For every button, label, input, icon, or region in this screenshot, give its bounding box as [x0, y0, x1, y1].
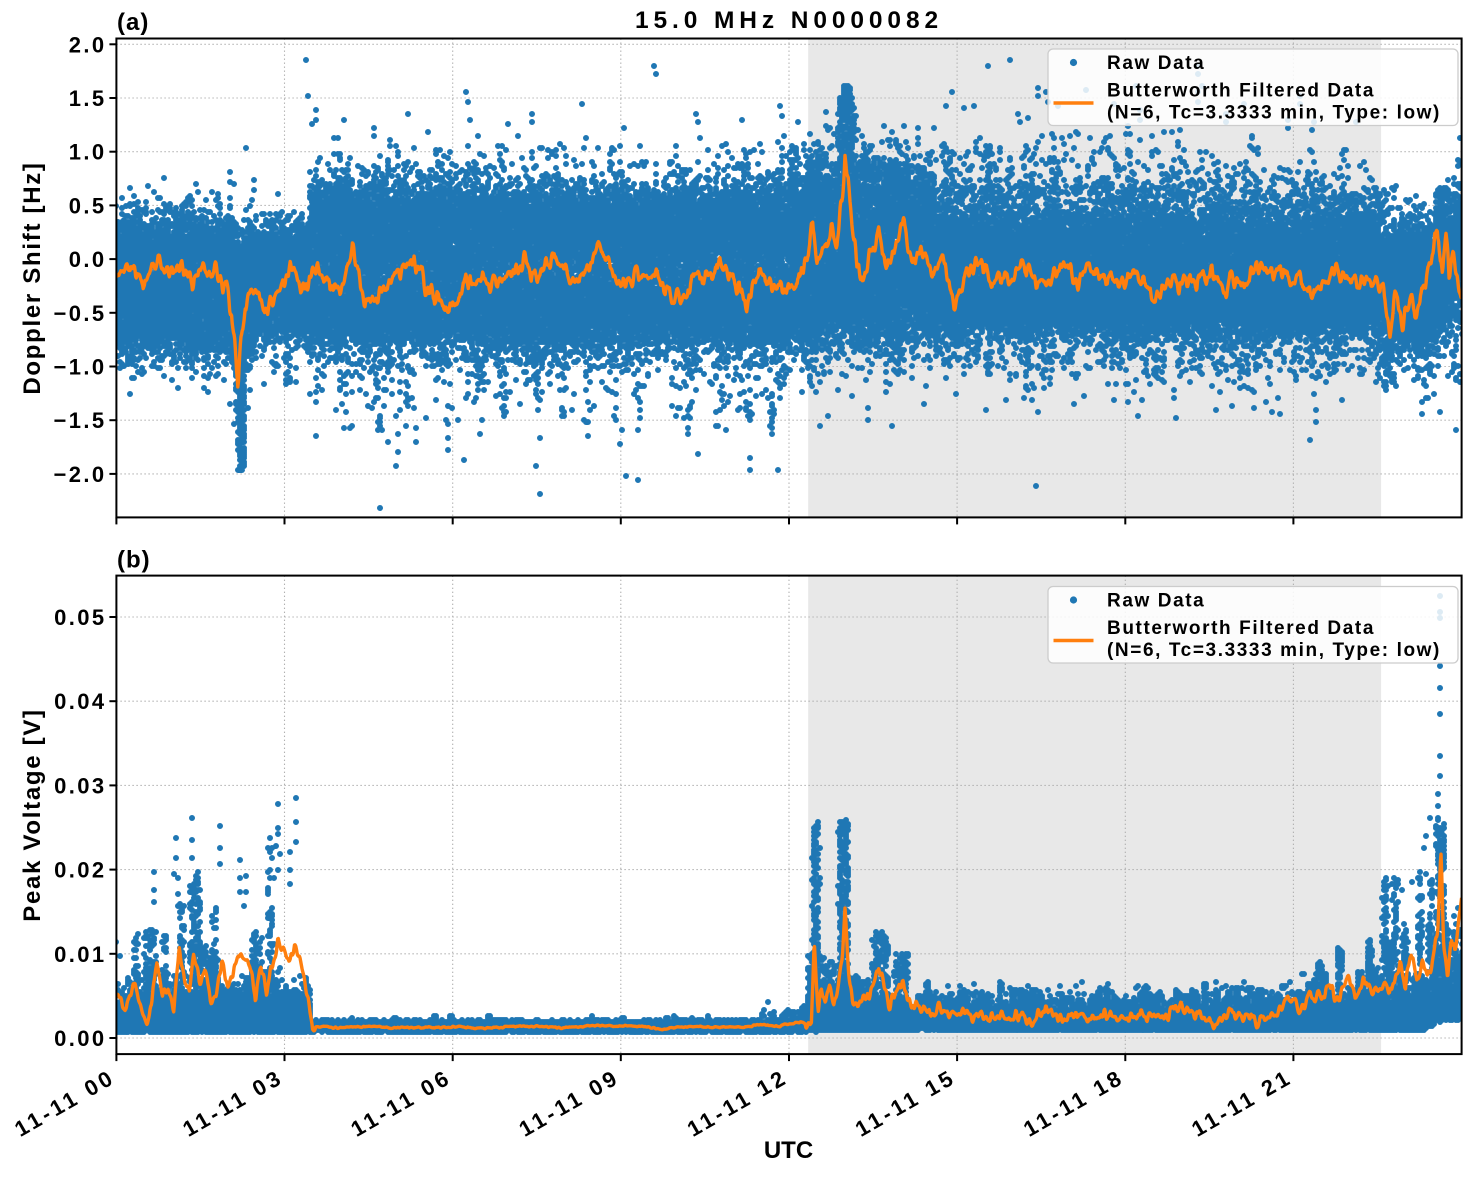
svg-text:−2.0: −2.0: [53, 462, 106, 487]
svg-text:Peak Voltage [V]: Peak Voltage [V]: [19, 708, 46, 921]
svg-text:Raw Data: Raw Data: [1107, 591, 1205, 612]
svg-text:0.01: 0.01: [54, 942, 106, 967]
svg-text:(N=6, Tc=3.3333 min, Type: low: (N=6, Tc=3.3333 min, Type: low): [1107, 640, 1441, 661]
svg-text:0.00: 0.00: [54, 1026, 106, 1051]
svg-text:0.03: 0.03: [54, 773, 106, 798]
svg-text:(N=6, Tc=3.3333 min, Type: low: (N=6, Tc=3.3333 min, Type: low): [1107, 103, 1441, 124]
svg-text:15.0 MHz N0000082: 15.0 MHz N0000082: [635, 7, 943, 34]
svg-text:(b): (b): [117, 547, 151, 574]
svg-text:1.5: 1.5: [69, 86, 107, 111]
svg-text:0.5: 0.5: [69, 193, 107, 218]
svg-text:−1.5: −1.5: [53, 408, 106, 433]
svg-text:0.0: 0.0: [69, 247, 107, 272]
svg-text:UTC: UTC: [764, 1137, 813, 1164]
svg-text:2.0: 2.0: [69, 32, 107, 57]
svg-text:1.0: 1.0: [69, 140, 107, 165]
svg-text:0.04: 0.04: [54, 689, 106, 714]
svg-text:Butterworth Filtered Data: Butterworth Filtered Data: [1107, 80, 1375, 101]
svg-text:0.02: 0.02: [54, 858, 106, 883]
svg-text:−1.0: −1.0: [53, 355, 106, 380]
svg-text:Butterworth Filtered Data: Butterworth Filtered Data: [1107, 618, 1375, 639]
svg-text:Doppler Shift [Hz]: Doppler Shift [Hz]: [19, 161, 46, 394]
svg-text:−0.5: −0.5: [53, 301, 106, 326]
svg-text:Raw Data: Raw Data: [1107, 53, 1205, 74]
svg-text:(a): (a): [117, 9, 149, 36]
svg-text:0.05: 0.05: [54, 605, 106, 630]
